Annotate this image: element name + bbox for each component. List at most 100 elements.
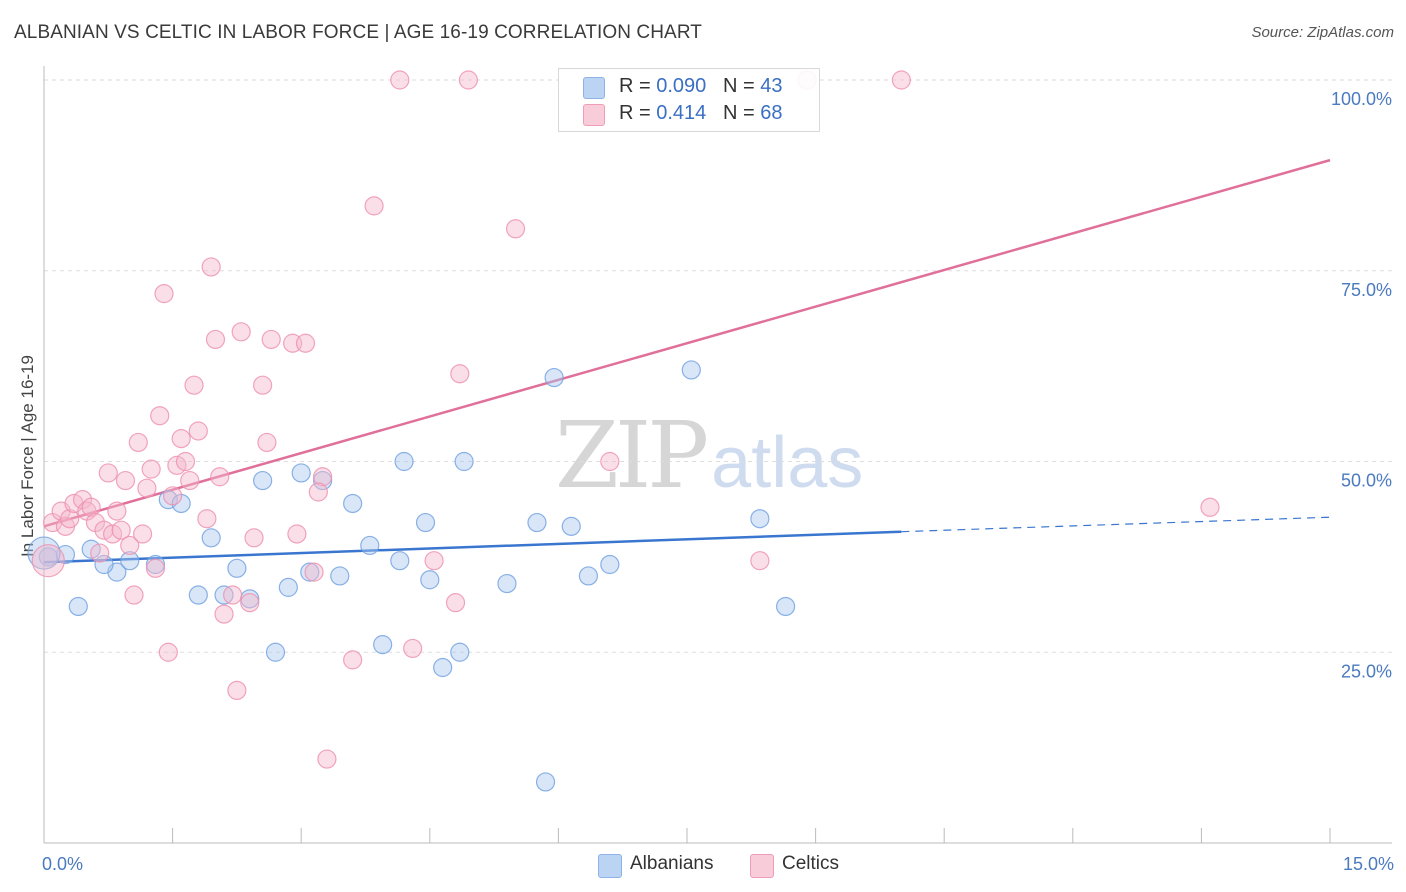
point-celtics	[210, 467, 230, 487]
point-celtics	[163, 486, 183, 506]
axes	[43, 66, 1392, 844]
legend-bottom-label-albanians: Albanians	[630, 853, 714, 874]
point-albanians	[600, 554, 620, 575]
point-celtics	[231, 322, 251, 342]
point-celtics	[31, 544, 65, 578]
point-celtics	[98, 463, 118, 483]
point-celtics	[308, 482, 328, 502]
point-celtics	[750, 551, 770, 571]
watermark-atlas: atlas	[711, 423, 864, 503]
point-albanians	[120, 551, 140, 571]
point-albanians	[578, 566, 599, 586]
point-celtics	[158, 642, 178, 662]
point-celtics	[227, 680, 247, 701]
source-label: Source: ZipAtlas.com	[1251, 24, 1394, 41]
point-albanians	[535, 772, 556, 792]
point-celtics	[458, 70, 478, 90]
legend-r-value-celtics: 0.414	[656, 102, 707, 124]
point-celtics	[132, 524, 153, 544]
point-albanians	[433, 657, 453, 678]
point-albanians	[330, 566, 350, 586]
legend-swatch-albanians	[583, 77, 605, 99]
point-celtics	[891, 70, 911, 90]
y-tick-label: 50.0%	[1341, 471, 1392, 491]
point-celtics	[111, 520, 131, 540]
point-celtics	[90, 543, 110, 563]
watermark: ZIPatlas	[555, 402, 863, 509]
point-celtics	[343, 650, 363, 670]
point-celtics	[240, 593, 260, 613]
point-celtics	[201, 257, 221, 277]
point-celtics	[171, 429, 191, 449]
point-albanians	[278, 577, 298, 597]
legend-r-value-albanians: 0.090	[656, 75, 707, 97]
point-celtics	[317, 749, 337, 769]
point-celtics	[505, 219, 526, 239]
point-albanians	[300, 562, 320, 582]
point-celtics	[81, 497, 101, 517]
point-albanians	[420, 570, 440, 590]
y-tick-label: 100.0%	[1331, 89, 1392, 109]
trend-line-albanians-extension	[901, 516, 1331, 533]
x-tick-label: 0.0%	[42, 854, 83, 874]
legend-text-celtics: R = 0.414 N = 68	[619, 102, 783, 124]
point-celtics	[120, 535, 140, 556]
point-celtics	[150, 406, 170, 426]
legend-series: Albanians Celtics	[0, 850, 1406, 880]
point-celtics	[184, 375, 204, 395]
legend-bottom-swatch-albanians	[598, 854, 622, 878]
point-albanians	[265, 642, 286, 662]
point-celtics	[403, 638, 423, 659]
trend-line-celtics	[43, 158, 1331, 528]
point-celtics	[364, 196, 384, 216]
point-celtics	[1200, 497, 1220, 517]
point-albanians	[68, 596, 88, 617]
y-tick-label: 25.0%	[1341, 661, 1392, 681]
point-celtics	[257, 432, 277, 453]
point-celtics	[445, 593, 466, 613]
point-albanians	[497, 573, 517, 594]
point-albanians	[291, 463, 311, 483]
point-albanians	[544, 367, 564, 388]
legend-bottom-label-celtics: Celtics	[782, 853, 840, 874]
point-albanians	[681, 360, 701, 380]
point-albanians	[450, 642, 470, 662]
point-celtics	[60, 509, 80, 529]
point-albanians	[454, 451, 474, 472]
x-tick-label: 15.0%	[1343, 854, 1394, 874]
point-celtics	[304, 562, 324, 582]
trend-line-albanians	[43, 530, 902, 564]
point-albanians	[94, 554, 114, 575]
point-albanians	[394, 451, 414, 472]
point-albanians	[373, 635, 393, 655]
legend-swatch-celtics	[583, 104, 605, 126]
point-celtics	[197, 509, 217, 529]
watermark-zip: ZIP	[555, 402, 709, 509]
point-celtics	[188, 421, 208, 441]
point-albanians	[561, 516, 581, 536]
point-celtics	[128, 432, 148, 453]
point-celtics	[295, 333, 316, 353]
point-albanians	[253, 470, 273, 491]
legend-n-value-albanians: 43	[760, 75, 783, 97]
point-celtics	[261, 329, 281, 350]
point-celtics	[205, 329, 226, 350]
point-celtics	[137, 478, 157, 498]
point-albanians	[227, 558, 247, 578]
point-celtics	[253, 375, 273, 395]
point-albanians	[390, 551, 410, 571]
point-albanians	[188, 585, 208, 605]
point-celtics	[450, 364, 470, 384]
point-albanians	[527, 512, 547, 533]
point-celtics	[287, 524, 307, 544]
point-albanians	[343, 493, 363, 514]
point-celtics	[214, 604, 234, 624]
point-celtics	[124, 585, 144, 605]
point-celtics	[223, 585, 243, 605]
point-celtics	[600, 451, 620, 472]
point-celtics	[115, 470, 136, 491]
point-celtics	[313, 467, 333, 487]
legend-n-value-celtics: 68	[760, 102, 783, 124]
legend-text-albanians: R = 0.090 N = 43	[619, 75, 783, 97]
